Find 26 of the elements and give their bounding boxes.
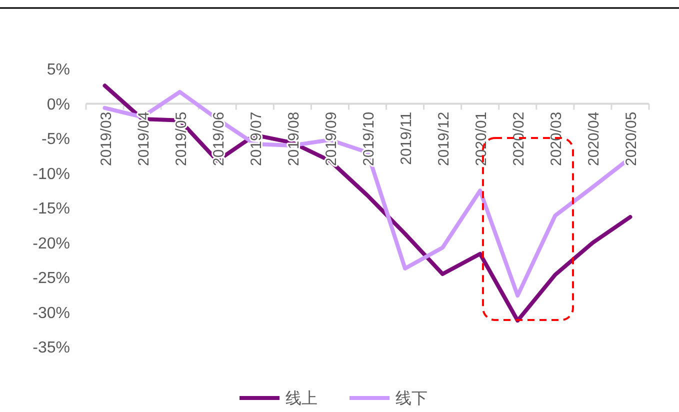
y-tick-label: 0% (46, 96, 70, 114)
y-tick-label: -35% (32, 340, 70, 357)
x-tick-label: 2019/07 (248, 112, 265, 166)
x-tick-label: 2019/10 (360, 112, 378, 166)
x-tick-label: 2020/01 (473, 112, 490, 166)
x-tick-label: 2020/05 (623, 112, 640, 166)
y-tick-label: -25% (32, 270, 70, 288)
y-tick-label: -30% (32, 304, 70, 322)
x-tick-label: 2020/04 (586, 112, 603, 166)
x-tick-label: 2020/02 (510, 112, 528, 166)
x-tick-label: 2019/06 (210, 112, 228, 166)
y-tick-label: -10% (32, 166, 70, 183)
x-tick-label: 2019/11 (398, 112, 416, 165)
legend-label: 线下 (396, 390, 428, 408)
y-tick-label: 5% (46, 62, 70, 79)
x-tick-label: 2019/03 (98, 112, 115, 166)
y-tick-label: -5% (42, 131, 70, 148)
y-tick-label: -20% (32, 235, 70, 252)
x-tick-label: 2019/04 (135, 112, 152, 166)
x-tick-label: 2019/05 (172, 112, 190, 166)
x-tick-label: 2019/12 (436, 112, 453, 166)
legend-label: 线上 (286, 390, 318, 408)
x-tick-label: 2020/03 (548, 112, 566, 166)
x-tick-label: 2019/09 (322, 112, 340, 166)
y-tick-label: -15% (32, 200, 70, 218)
x-tick-label: 2019/08 (285, 112, 302, 166)
